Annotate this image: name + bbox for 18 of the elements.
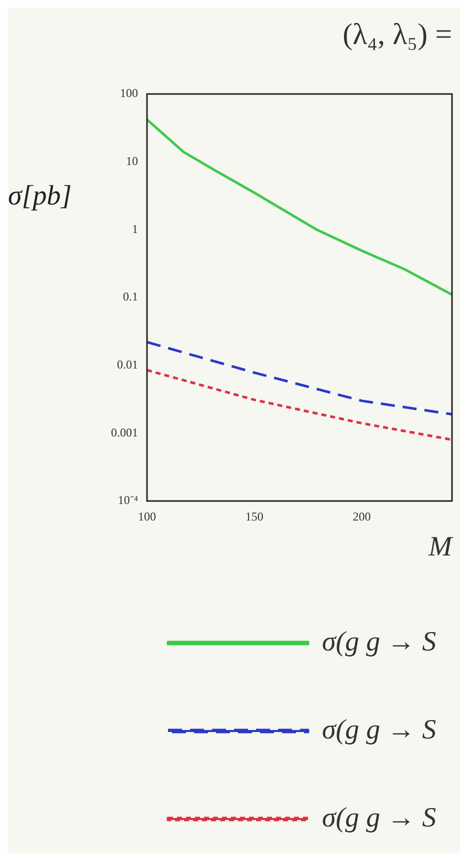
x-tick-label: 150 [245, 509, 264, 524]
y-tick-label: 10 [126, 154, 138, 168]
y-tick-label: 0.001 [111, 425, 138, 440]
legend-label: σ(g g → S [322, 714, 436, 746]
chart-title: (λ₄, λ₅) = [342, 18, 452, 51]
y-tick-label: 0.01 [117, 357, 138, 372]
y-tick-label: 10⁻⁴ [118, 493, 138, 508]
x-tick-label: 200 [352, 509, 371, 524]
y-tick-label: 0.1 [123, 290, 138, 304]
y-tick-label: 100 [120, 86, 138, 100]
legend-label: σ(g g → S [322, 626, 436, 658]
x-axis-title: M [428, 532, 454, 563]
line-series [147, 340, 452, 416]
legend-label: σ(g g → S [322, 802, 436, 834]
x-tick-label: 100 [138, 509, 156, 524]
y-tick-label: 1 [132, 222, 138, 236]
line-series [147, 368, 452, 441]
y-axis-title: σ[pb] [8, 180, 72, 212]
